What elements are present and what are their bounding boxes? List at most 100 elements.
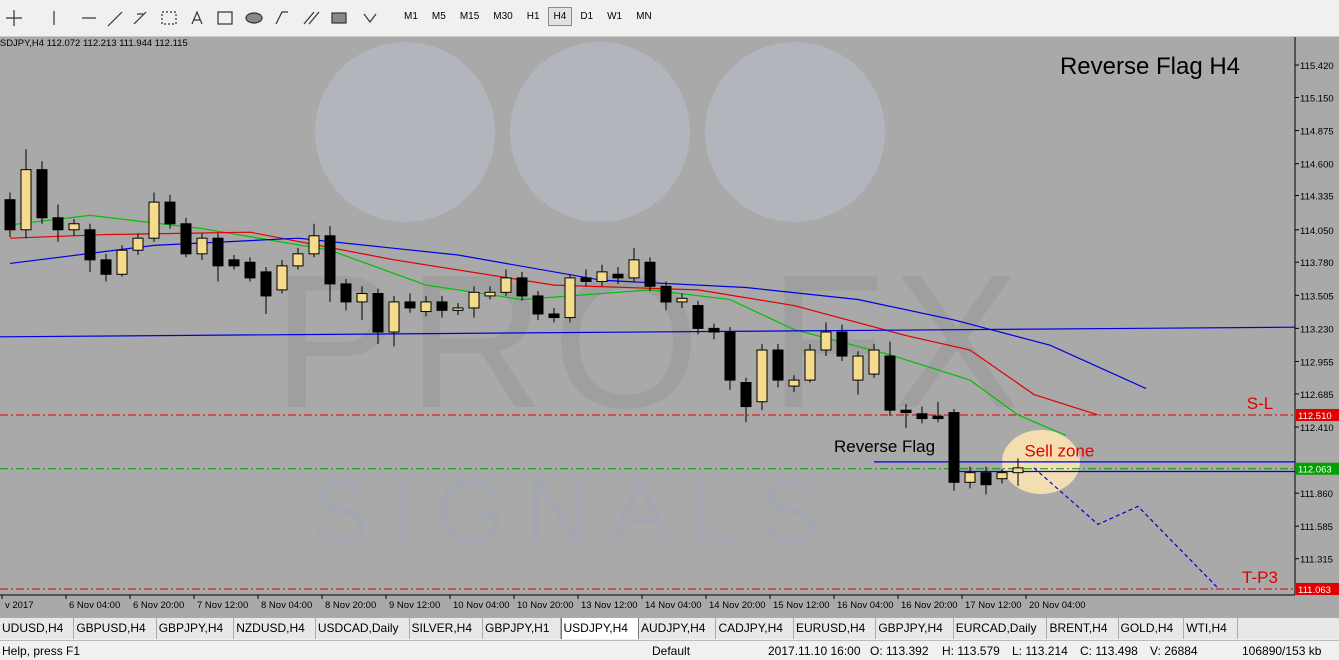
candle-body bbox=[980, 472, 992, 486]
indicator-line bbox=[9, 231, 1099, 416]
candle-body bbox=[884, 355, 896, 411]
candle-body bbox=[244, 261, 256, 279]
chart-tab[interactable]: EURUSD,H4 bbox=[794, 618, 877, 639]
timeframe-button[interactable]: M1 bbox=[404, 11, 418, 22]
level-price-box bbox=[1296, 462, 1339, 475]
chart-tab[interactable]: GOLD,H4 bbox=[1119, 618, 1185, 639]
help-text: Help, press F1 bbox=[2, 644, 81, 658]
chart-tab[interactable]: NZDUSD,H4 bbox=[234, 618, 316, 639]
y-tick-label: 112.410 bbox=[1300, 423, 1334, 434]
chart-tab[interactable]: BRENT,H4 bbox=[1047, 618, 1119, 639]
candle-body bbox=[756, 349, 768, 403]
candle-body bbox=[420, 301, 432, 313]
drawing-tools bbox=[6, 10, 377, 27]
candle-body bbox=[564, 277, 576, 319]
chart-tab[interactable]: GBPJPY,H4 bbox=[157, 618, 235, 639]
bar-time: 2017.11.10 16:00 bbox=[768, 644, 861, 658]
chart-tab[interactable]: GBPUSD,H4 bbox=[74, 618, 157, 639]
candle-body bbox=[100, 259, 112, 275]
timeframe-bar: M1 M5 M15 M30 H1 H4 D1 W1 MN bbox=[398, 7, 658, 26]
indicator-line bbox=[9, 237, 1147, 390]
candle-body bbox=[260, 271, 272, 297]
level-name: T-P3 bbox=[1242, 568, 1278, 587]
x-tick-label: v 2017 bbox=[5, 600, 34, 611]
x-tick-label: 9 Nov 12:00 bbox=[389, 600, 440, 611]
candle-body bbox=[596, 271, 608, 282]
chart-tab[interactable]: USDJPY,H4 bbox=[560, 618, 639, 639]
candle-body bbox=[580, 277, 592, 282]
timeframe-button[interactable]: M5 bbox=[431, 11, 446, 22]
timeframe-button[interactable]: H4 bbox=[547, 7, 573, 26]
y-tick-label: 114.335 bbox=[1300, 192, 1334, 203]
candle-body bbox=[996, 472, 1008, 480]
x-tick-label: 6 Nov 20:00 bbox=[133, 600, 184, 611]
candle-body bbox=[484, 291, 496, 297]
chart-tab[interactable]: WTI,H4 bbox=[1184, 618, 1238, 639]
chart-title: Reverse Flag H4 bbox=[1060, 53, 1240, 80]
chart-tab[interactable]: USDCAD,Daily bbox=[316, 618, 410, 639]
candle-body bbox=[292, 253, 304, 267]
chart-tab[interactable]: UDUSD,H4 bbox=[0, 618, 75, 639]
chart-tab[interactable]: GBPJPY,H4 bbox=[876, 618, 954, 639]
x-tick-label: 10 Nov 04:00 bbox=[453, 600, 510, 611]
candle-body bbox=[964, 472, 976, 483]
x-tick-label: 8 Nov 04:00 bbox=[261, 600, 312, 611]
candle-body bbox=[948, 412, 960, 483]
chart-background bbox=[0, 37, 1339, 617]
candle-body bbox=[84, 229, 96, 261]
y-tick-label: 114.600 bbox=[1300, 160, 1334, 171]
y-tick-label: 114.050 bbox=[1300, 226, 1334, 237]
x-tick-label: 16 Nov 20:00 bbox=[901, 600, 958, 611]
x-tick-label: 17 Nov 12:00 bbox=[965, 600, 1022, 611]
candle-body bbox=[468, 291, 480, 309]
candle-body bbox=[404, 301, 416, 309]
watermark-circle bbox=[315, 42, 495, 222]
candle-body bbox=[932, 415, 944, 420]
candle-body bbox=[804, 349, 816, 381]
indicator-line bbox=[0, 326, 1296, 338]
candle-body bbox=[836, 331, 848, 357]
chart-tab[interactable]: CADJPY,H4 bbox=[716, 618, 794, 639]
chart-tab[interactable]: SILVER,H4 bbox=[410, 618, 484, 639]
timeframe-button[interactable]: M15 bbox=[459, 11, 480, 22]
y-tick-label: 113.230 bbox=[1300, 324, 1334, 335]
chart-tab[interactable]: AUDJPY,H4 bbox=[639, 618, 717, 639]
chart-tab[interactable]: GBPJPY,H1 bbox=[483, 618, 561, 639]
y-tick-label: 113.780 bbox=[1300, 258, 1334, 269]
candle-body bbox=[436, 301, 448, 311]
candle-body bbox=[372, 293, 384, 333]
timeframe-button[interactable]: M30 bbox=[493, 11, 513, 22]
x-tick-label: 14 Nov 20:00 bbox=[709, 600, 766, 611]
level-price-label: 112.063 bbox=[1298, 465, 1332, 476]
y-tick-label: 115.420 bbox=[1300, 61, 1334, 72]
profile: Default bbox=[652, 644, 691, 658]
candle-body bbox=[740, 382, 752, 408]
timeframe-button[interactable]: H1 bbox=[526, 11, 540, 22]
candle-body bbox=[164, 201, 176, 225]
bar-volume: V: 26884 bbox=[1150, 644, 1198, 658]
y-tick-label: 111.315 bbox=[1300, 555, 1333, 566]
candle-body bbox=[132, 237, 144, 251]
candle-body bbox=[324, 235, 336, 285]
chart-header: USDJPY,H4 112.072 112.213 111.944 112.11… bbox=[0, 38, 188, 49]
y-tick-label: 115.150 bbox=[1300, 93, 1334, 104]
timeframe-button[interactable]: W1 bbox=[607, 11, 623, 22]
candle-body bbox=[692, 305, 704, 329]
candle-body bbox=[708, 327, 720, 333]
candle-body bbox=[612, 273, 624, 279]
timeframe-button[interactable]: D1 bbox=[580, 11, 594, 22]
candle-body bbox=[276, 265, 288, 291]
candle-body bbox=[548, 313, 560, 319]
x-tick-label: 15 Nov 12:00 bbox=[773, 600, 830, 611]
annotation: Reverse Flag bbox=[834, 437, 935, 456]
candle-body bbox=[868, 349, 880, 375]
candle-body bbox=[68, 223, 80, 231]
chart-tab[interactable]: EURCAD,Daily bbox=[954, 618, 1048, 639]
watermark-circle bbox=[705, 42, 885, 222]
candle-body bbox=[628, 259, 640, 279]
timeframe-button[interactable]: MN bbox=[636, 11, 652, 22]
y-tick-label: 112.685 bbox=[1300, 390, 1334, 401]
candle-body bbox=[356, 293, 368, 303]
